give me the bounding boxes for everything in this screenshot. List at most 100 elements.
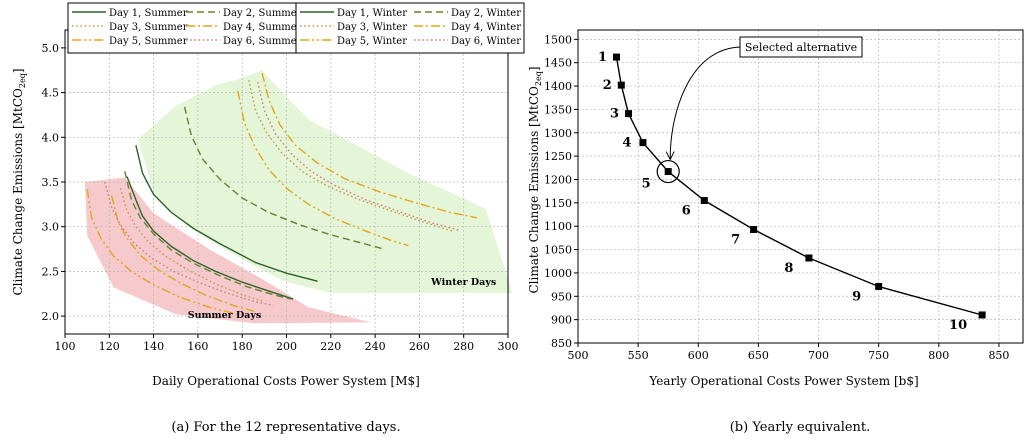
chart-b-grid: [578, 30, 1023, 343]
x-tick-label: 500: [568, 349, 589, 362]
legend-label: Day 4, Summer: [223, 22, 302, 33]
y-tick-label: 3.0: [42, 221, 60, 234]
y-tick-label: 2.5: [42, 265, 60, 278]
chart-a-y-axis-label-sub: 2eq: [18, 73, 27, 88]
legend-label: Day 4, Winter: [451, 22, 521, 33]
x-tick-label: 220: [320, 340, 341, 353]
x-tick-label: 100: [55, 340, 76, 353]
x-tick-label: 240: [365, 340, 386, 353]
x-tick-label: 140: [143, 340, 164, 353]
chart-b-y-axis-label-main: Climate Change Emissions [MtCO: [527, 86, 541, 294]
legend-label: Day 3, Winter: [337, 22, 407, 33]
y-tick-label: 2.0: [42, 310, 60, 323]
series-line-5: [86, 189, 238, 315]
chart-a-regions: [84, 70, 513, 324]
legend-label: Day 1, Summer: [109, 8, 188, 19]
data-point-4: [639, 139, 647, 147]
series-line-10: [261, 72, 478, 219]
point-label-10: 10: [949, 318, 967, 333]
y-tick-label: 950: [551, 290, 572, 303]
chart-a-series: [86, 72, 478, 315]
series-line-12: [257, 81, 460, 231]
legend-label: Day 2, Winter: [451, 8, 521, 19]
point-label-1: 1: [598, 50, 607, 65]
region-label-summer: Summer Days: [188, 310, 262, 321]
chart-b-y-axis-label-end: ]: [527, 66, 541, 71]
x-tick-label: 260: [409, 340, 430, 353]
chart-a-x-axis-label: Daily Operational Costs Power System [M$…: [152, 374, 420, 388]
data-point-1: [612, 53, 620, 61]
series-line-6: [104, 181, 274, 307]
y-tick-label: 1300: [544, 127, 572, 140]
series-line-11: [237, 90, 409, 247]
y-tick-label: 4.5: [42, 87, 60, 100]
chart-b: 500 550 600 650 700 750 800 8508509009501000105…: [527, 29, 1024, 435]
series-line-4: [110, 195, 256, 313]
x-tick-label: 300: [498, 340, 519, 353]
x-tick-label: 180: [232, 340, 253, 353]
y-tick-label: 1500: [544, 33, 572, 46]
series-line-2: [124, 171, 292, 300]
x-tick-label: 160: [187, 340, 208, 353]
x-tick-label: 750: [868, 349, 889, 362]
chart-a-y-axis-label-end: ]: [11, 68, 25, 73]
x-tick-label: 600: [688, 349, 709, 362]
region-summer: [84, 177, 371, 324]
y-tick-label: 1050: [544, 244, 572, 257]
y-tick-label: 1450: [544, 57, 572, 70]
chart-b-series: 1 2 34 5 6 7 8 9 10: [598, 50, 986, 333]
point-label-8: 8: [784, 261, 793, 276]
selected-point-circle: [656, 159, 680, 184]
data-point-2: [617, 81, 625, 89]
y-tick-label: 3.5: [42, 176, 60, 189]
legend-label: Day 2, Summer: [223, 8, 302, 19]
y-tick-label: 1200: [544, 173, 572, 186]
legend-label: Day 5, Summer: [109, 36, 188, 47]
x-tick-label: 800: [928, 349, 949, 362]
data-point-6: [700, 197, 708, 205]
annotation-arrow-line: [669, 46, 741, 159]
chart-b-annotation: Selected alternative: [656, 36, 863, 184]
y-tick-label: 1100: [544, 220, 572, 233]
chart-a-y-axis-label-main: Climate Change Emissions [MtCO: [11, 88, 25, 296]
x-tick-label: 550: [628, 349, 649, 362]
chart-b-y-axis-label-sub: 2eq: [534, 71, 543, 86]
chart-a-legend: Day 1, Summer Day 2, Summer Day 3, Summer D…: [67, 2, 525, 54]
x-tick-label: 280: [453, 340, 474, 353]
legend-label: Day 3, Summer: [109, 22, 188, 33]
point-label-2: 2: [603, 78, 612, 93]
x-tick-label: 120: [99, 340, 120, 353]
data-point-3: [625, 110, 633, 118]
x-tick-label: 200: [276, 340, 297, 353]
chart-b-caption: (b) Yearly equivalent.: [730, 420, 871, 435]
chart-a-ticks: 100 120 140 160 180 200 220 240 260 280 300 2.0 2.5 3…: [42, 42, 519, 353]
y-tick-label: 5.0: [42, 42, 60, 55]
data-point-7: [750, 225, 758, 233]
point-label-9: 9: [852, 289, 861, 304]
series-line-3: [119, 188, 265, 303]
y-tick-label: 1000: [544, 267, 572, 280]
y-tick-label: 1350: [544, 103, 572, 116]
y-tick-label: 1250: [544, 150, 572, 163]
x-tick-label: 700: [808, 349, 829, 362]
point-label-5: 5: [642, 177, 651, 192]
pareto-front-line: [615, 56, 983, 316]
x-tick-label: 850: [988, 349, 1009, 362]
region-winter: [138, 70, 513, 293]
chart-a: 100 120 140 160 180 200 220 240 260 280 300 2.0 2.5 3…: [11, 2, 525, 435]
series-line-7: [135, 145, 318, 282]
y-tick-label: 1400: [544, 80, 572, 93]
y-tick-label: 900: [551, 314, 572, 327]
series-line-1: [126, 176, 294, 300]
chart-a-annotations: Summer Days Winter Days: [188, 277, 496, 321]
data-point-9: [875, 282, 883, 290]
data-point-8: [805, 254, 813, 262]
chart-b-ticks: 500 550 600 650 700 750 800 8508509009501000105…: [544, 33, 1009, 362]
series-line-9: [248, 79, 453, 232]
y-tick-label: 4.0: [42, 131, 60, 144]
chart-a-caption: (a) For the 12 representative days.: [171, 420, 400, 435]
series-line-8: [183, 106, 385, 250]
annotation-text: Selected alternative: [745, 41, 857, 54]
chart-b-y-axis-label: Climate Change Emissions [MtCO2eq]: [527, 66, 543, 293]
